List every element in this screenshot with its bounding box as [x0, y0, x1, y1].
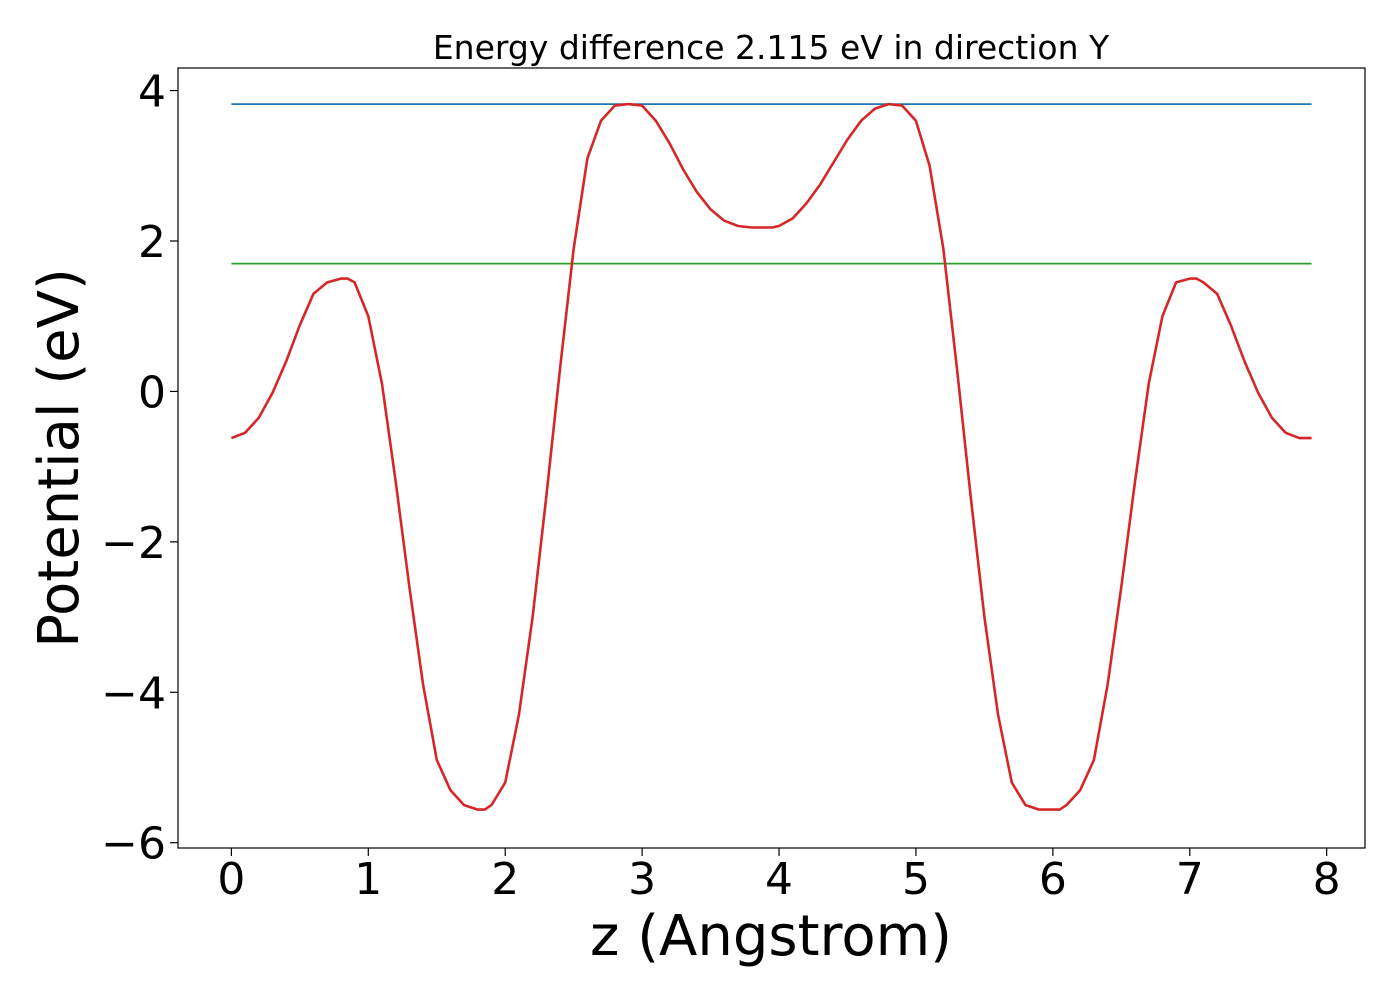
- plot-lines: [230, 102, 1312, 811]
- x-tick-label: 1: [354, 854, 382, 905]
- x-tick-label: 2: [491, 854, 519, 905]
- x-tick-label: 5: [902, 854, 930, 905]
- x-tick-label: 8: [1313, 854, 1341, 905]
- y-tick-label: 2: [138, 217, 166, 268]
- y-tick-label: −6: [101, 819, 166, 870]
- y-axis-label: Potential (eV): [27, 268, 92, 648]
- y-tick-label: −4: [101, 668, 166, 719]
- y-tick-label: 0: [138, 367, 166, 418]
- y-tick-label: −2: [101, 518, 166, 569]
- plot-frame: [177, 67, 1366, 849]
- x-tick-label: 4: [765, 854, 793, 905]
- chart-title: Energy difference 2.115 eV in direction …: [433, 28, 1110, 67]
- x-tick-label: 3: [628, 854, 656, 905]
- x-tick-label: 6: [1039, 854, 1067, 905]
- y-tick-label: 4: [138, 67, 166, 118]
- x-axis: 0 1 2 3 4 5 6 7 8: [217, 848, 1341, 905]
- x-axis-label: z (Angstrom): [590, 904, 952, 969]
- x-tick-label: 7: [1176, 854, 1204, 905]
- series-line-3: [230, 102, 1312, 811]
- y-axis: −6 −4 −2 0 2 4: [101, 67, 178, 870]
- x-tick-label: 0: [217, 854, 245, 905]
